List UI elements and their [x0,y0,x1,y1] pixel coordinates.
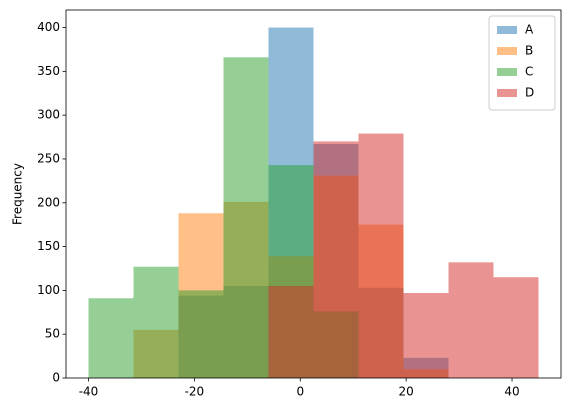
legend-label: C [525,65,533,79]
legend-swatch [497,89,517,97]
y-tick-label: 0 [52,371,60,385]
y-axis-label: Frequency [11,163,25,225]
bar [403,293,449,378]
legend-swatch [497,47,517,55]
legend-label: A [525,23,534,37]
bar [313,141,359,378]
legend-box [488,15,556,111]
legend-swatch [497,26,517,34]
x-tick-label: 40 [504,385,519,399]
y-tick-label: 250 [37,151,60,165]
y-tick-label: 50 [45,327,60,341]
y-tick-label: 150 [37,239,60,253]
bar [448,262,494,378]
legend-swatch [497,68,517,76]
x-tick-label: 20 [399,385,414,399]
x-tick-label: -40 [79,385,99,399]
bar [493,277,539,378]
bar [223,57,269,379]
y-tick-label: 300 [37,108,60,122]
y-tick-label: 400 [37,20,60,34]
bar [133,266,179,378]
bar [178,290,224,378]
x-tick-label: -20 [185,385,205,399]
x-tick-label: 0 [296,385,304,399]
y-tick-label: 350 [37,64,60,78]
bar [88,298,134,378]
bar [268,286,314,378]
y-tick-label: 100 [37,283,60,297]
legend-label: D [525,86,534,100]
plot-frame [65,9,562,379]
legend-label: B [525,44,533,58]
bar [358,133,404,378]
y-tick-label: 200 [37,195,60,209]
